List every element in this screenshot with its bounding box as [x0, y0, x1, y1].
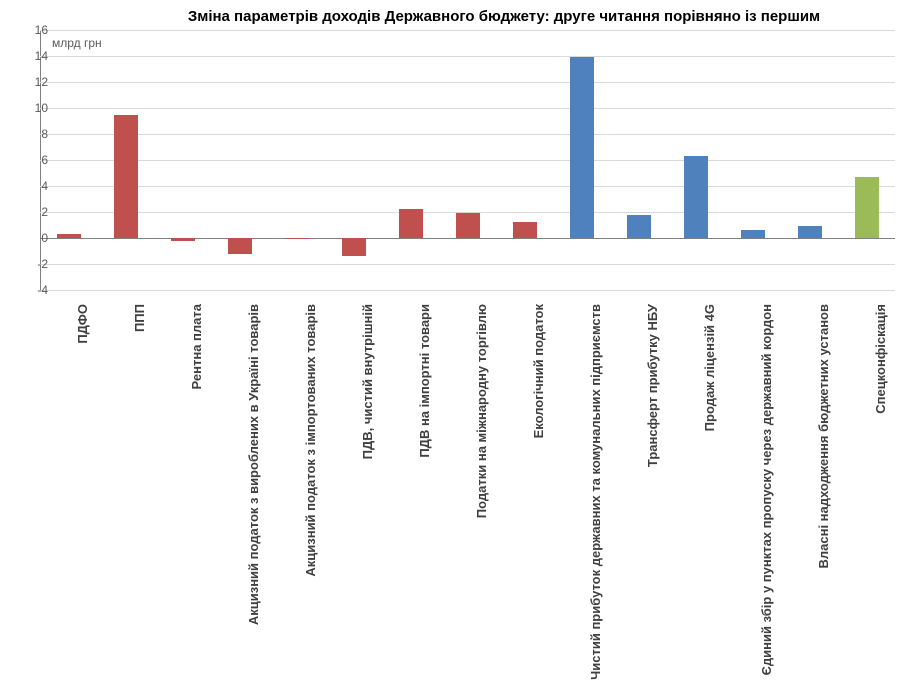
x-category-label: Екологічний податок: [531, 304, 546, 438]
x-category-label: Акцизний податок з вироблених в Україні …: [246, 304, 261, 625]
chart-title: Зміна параметрів доходів Державного бюдж…: [0, 8, 908, 25]
x-category-label: Рентна плата: [189, 304, 204, 389]
x-category-label: Продаж ліцензій 4G: [702, 304, 717, 431]
x-category-label: ПДФО: [75, 304, 90, 344]
budget-change-chart: Зміна параметрів доходів Державного бюдж…: [0, 0, 908, 627]
bar: [57, 234, 81, 238]
bar: [399, 209, 423, 238]
bar: [285, 238, 309, 239]
x-category-label: ПДВ на імпортні товари: [417, 304, 432, 458]
bar: [456, 213, 480, 238]
bar: [855, 177, 879, 238]
bar: [627, 215, 651, 238]
x-category-label: Податки на міжнародну торгівлю: [474, 304, 489, 518]
y-tick-label: 2: [18, 205, 48, 219]
bar: [114, 115, 138, 239]
y-tick-label: 8: [18, 127, 48, 141]
y-tick-label: 10: [18, 101, 48, 115]
bar: [342, 238, 366, 256]
x-category-label: Власні надходження бюджетних установ: [816, 304, 831, 569]
x-category-label: Єдиний збір у пунктах пропуску через дер…: [759, 304, 774, 675]
x-category-label: ППП: [132, 304, 147, 332]
bar: [570, 57, 594, 238]
bar: [741, 230, 765, 238]
plot-area: [40, 30, 895, 290]
y-tick-label: -4: [18, 283, 48, 297]
x-category-label: Спецконфіскація: [873, 304, 888, 414]
y-tick-label: -2: [18, 257, 48, 271]
x-category-label: Акцизний податок з імпортованих товарів: [303, 304, 318, 577]
y-tick-label: 6: [18, 153, 48, 167]
x-category-label: Чистий прибуток державних та комунальних…: [588, 304, 603, 680]
x-category-label: ПДВ, чистий внутрішній: [360, 304, 375, 459]
bar: [798, 226, 822, 238]
y-tick-label: 16: [18, 23, 48, 37]
bar: [228, 238, 252, 254]
bars-container: [40, 30, 895, 290]
y-tick-label: 12: [18, 75, 48, 89]
y-tick-label: 4: [18, 179, 48, 193]
y-tick-label: 14: [18, 49, 48, 63]
bar: [684, 156, 708, 238]
gridline: [40, 290, 895, 291]
y-tick-label: 0: [18, 231, 48, 245]
bar: [171, 238, 195, 241]
bar: [513, 222, 537, 238]
x-category-label: Трансферт прибутку НБУ: [645, 304, 660, 467]
